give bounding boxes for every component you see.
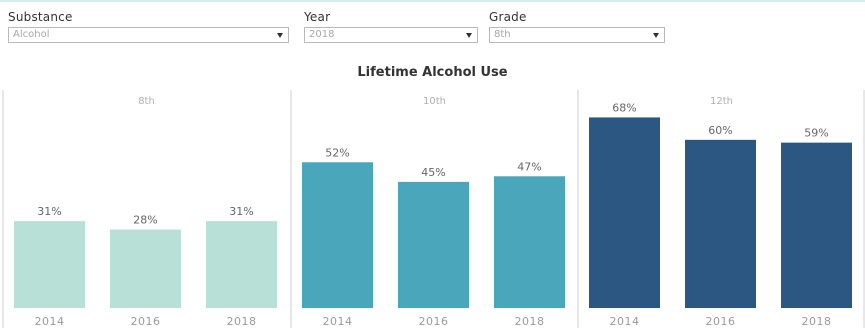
data-label: 59% <box>804 127 828 140</box>
year-filter-label: Year <box>304 10 331 24</box>
data-label: 60% <box>708 124 732 137</box>
substance-filter: Substance Alcohol <box>8 10 289 43</box>
chevron-down-icon <box>277 33 283 38</box>
panel-header-12th: 12th <box>710 96 733 107</box>
year-filter: Year 2018 <box>304 10 478 43</box>
bar-10th-2018 <box>494 176 565 308</box>
x-tick-label: 2018 <box>802 315 832 328</box>
data-label: 52% <box>325 146 349 159</box>
year-select[interactable]: 2018 <box>304 27 478 43</box>
substance-select[interactable]: Alcohol <box>8 27 289 43</box>
chevron-down-icon <box>653 33 659 38</box>
data-label: 31% <box>229 205 253 218</box>
panel-header-10th: 10th <box>423 96 446 107</box>
bar-12th-2018 <box>781 142 852 308</box>
grade-select-value: 8th <box>494 29 511 40</box>
substance-filter-label: Substance <box>8 10 73 24</box>
bar-8th-2014 <box>14 221 85 308</box>
x-tick-label: 2018 <box>515 315 545 328</box>
x-tick-label: 2014 <box>610 315 640 328</box>
chevron-down-icon <box>466 33 472 38</box>
x-tick-label: 2016 <box>419 315 449 328</box>
data-label: 28% <box>133 214 157 227</box>
bar-10th-2014 <box>302 162 373 308</box>
grade-filter-label: Grade <box>489 10 527 24</box>
x-tick-label: 2014 <box>323 315 353 328</box>
data-label: 68% <box>612 101 636 114</box>
data-label: 47% <box>517 160 541 173</box>
x-tick-label: 2018 <box>227 315 257 328</box>
top-border <box>0 0 865 2</box>
panel-header-8th: 8th <box>138 96 155 107</box>
substance-select-value: Alcohol <box>13 29 50 40</box>
chart-title: Lifetime Alcohol Use <box>357 65 508 80</box>
year-select-value: 2018 <box>309 29 335 40</box>
bar-12th-2014 <box>589 117 660 308</box>
x-tick-label: 2014 <box>35 315 65 328</box>
x-tick-label: 2016 <box>131 315 161 328</box>
data-label: 31% <box>37 205 61 218</box>
bar-12th-2016 <box>685 139 756 308</box>
data-label: 45% <box>421 166 445 179</box>
bar-8th-2016 <box>110 229 181 308</box>
grade-select[interactable]: 8th <box>489 27 665 43</box>
bar-8th-2018 <box>206 221 277 308</box>
bar-10th-2016 <box>398 181 469 308</box>
x-tick-label: 2016 <box>706 315 736 328</box>
grade-filter: Grade 8th <box>489 10 665 43</box>
